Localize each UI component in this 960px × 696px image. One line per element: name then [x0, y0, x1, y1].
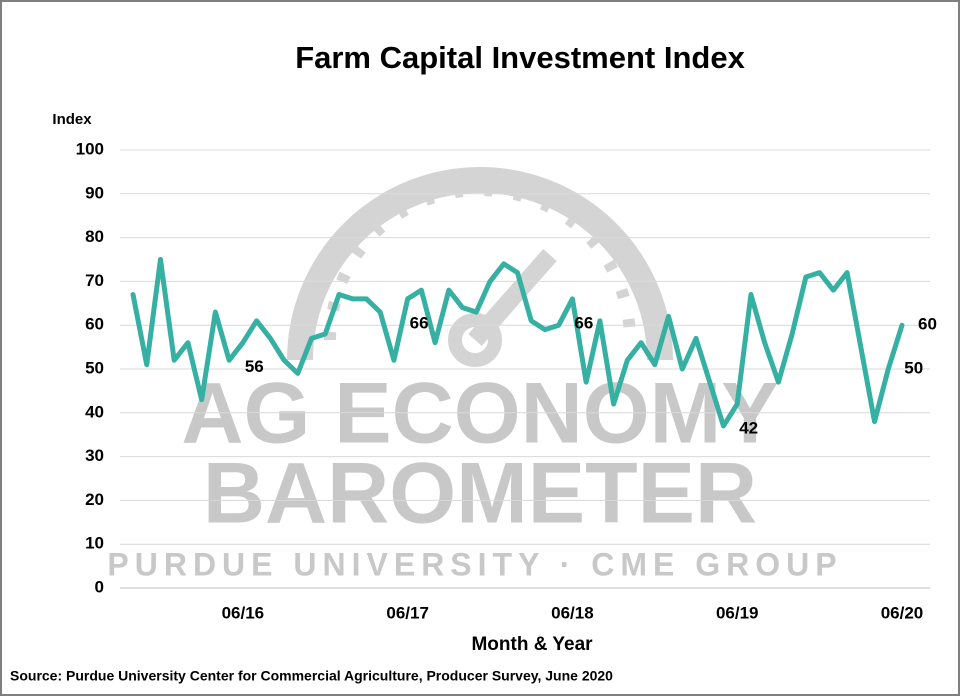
- x-tick-label: 06/18: [551, 603, 594, 622]
- y-tick-label: 60: [85, 315, 104, 334]
- y-tick-label: 20: [85, 490, 104, 509]
- data-label: 50: [904, 358, 923, 377]
- y-tick-label: 0: [95, 577, 104, 596]
- watermark-gauge: [287, 167, 673, 367]
- y-tick-label: 80: [85, 227, 104, 246]
- data-label: 66: [574, 313, 593, 332]
- y-tick-label: 70: [85, 271, 104, 290]
- y-axis-label: Index: [52, 111, 92, 128]
- source-note: Source: Purdue University Center for Com…: [10, 668, 613, 684]
- data-label: 60: [918, 315, 937, 334]
- watermark-line: PURDUE UNIVERSITY · CME GROUP: [107, 546, 842, 582]
- y-tick-label: 40: [85, 402, 104, 421]
- x-tick-label: 06/16: [222, 603, 265, 622]
- watermark-line: BAROMETER: [203, 446, 757, 542]
- y-tick-label: 50: [85, 358, 104, 377]
- watermark-line: AG ECONOMY: [181, 366, 778, 462]
- x-axis-label: Month & Year: [471, 634, 593, 655]
- data-label: 66: [410, 313, 429, 332]
- y-tick-label: 30: [85, 446, 104, 465]
- y-tick-label: 90: [85, 183, 104, 202]
- y-tick-label: 10: [85, 534, 104, 553]
- x-tick-label: 06/19: [716, 603, 759, 622]
- x-tick-label: 06/17: [386, 603, 429, 622]
- data-label: 56: [245, 357, 264, 376]
- data-line: [130, 257, 905, 429]
- y-tick-label: 100: [76, 139, 104, 158]
- chart-title: Farm Capital Investment Index: [295, 40, 745, 75]
- x-tick-label: 06/20: [881, 603, 924, 622]
- data-label: 42: [739, 419, 758, 438]
